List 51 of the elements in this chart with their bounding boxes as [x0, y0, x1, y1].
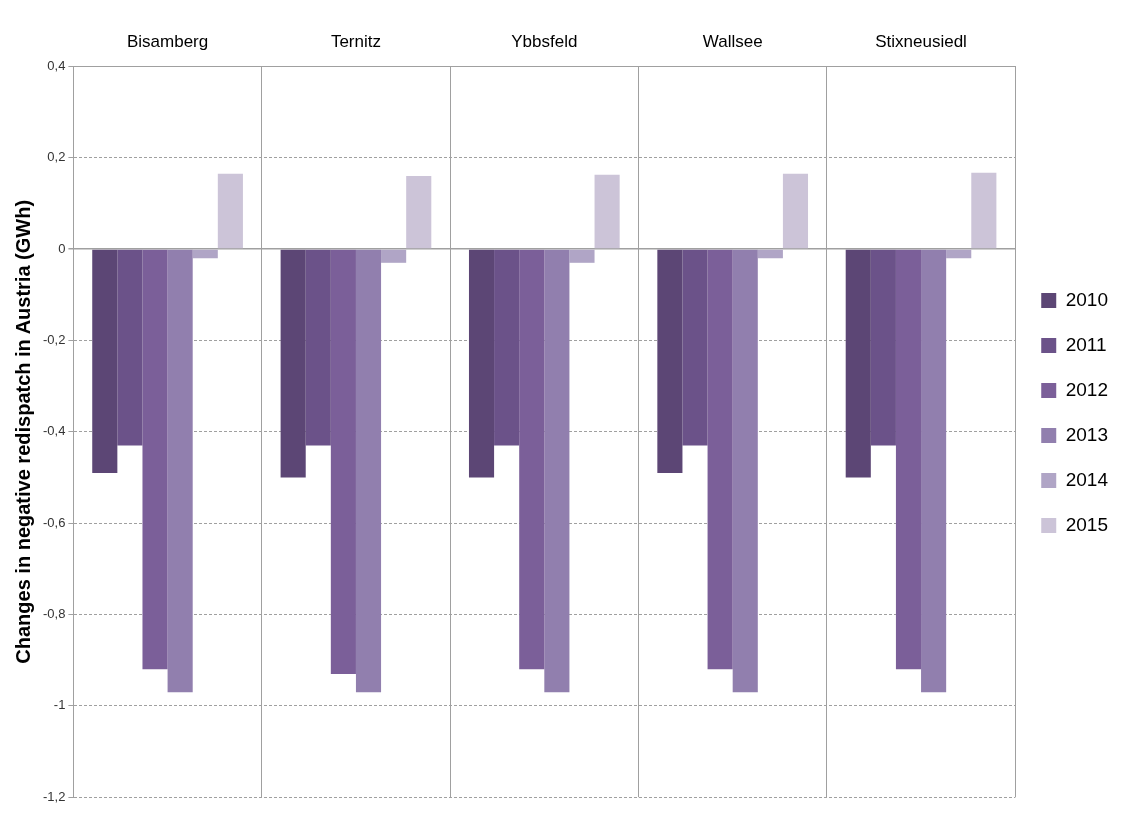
x-tick-label: Ternitz [330, 31, 381, 51]
x-tick-label: Stixneusiedl [875, 31, 967, 51]
y-tick-label: 0 [58, 240, 66, 256]
bar [381, 249, 407, 263]
bar [594, 174, 620, 249]
bar [494, 249, 520, 446]
bar [657, 249, 683, 473]
bar [757, 249, 783, 259]
x-tick-label: Wallsee [702, 31, 763, 51]
bar [355, 249, 382, 693]
bar [280, 249, 306, 478]
legend-label: 2011 [1065, 333, 1107, 355]
bar [569, 249, 595, 263]
bar [305, 249, 331, 446]
bar [921, 249, 947, 693]
y-tick-label: -0,8 [42, 606, 66, 622]
y-tick-label: -0,6 [42, 514, 66, 530]
legend-label: 2015 [1065, 513, 1109, 535]
legend-label: 2014 [1065, 468, 1109, 490]
bar [92, 249, 118, 473]
y-tick-label: 0,4 [47, 57, 66, 73]
y-tick-label: -0,4 [42, 423, 66, 439]
bar [682, 249, 708, 446]
bar [468, 249, 495, 478]
bar [330, 249, 356, 674]
bar [707, 249, 733, 670]
y-tick-label: -1 [53, 697, 66, 713]
bar [971, 172, 997, 249]
bar [217, 173, 243, 249]
bar [406, 176, 432, 249]
bar [870, 249, 896, 446]
x-tick-label: Ybbsfeld [511, 31, 578, 51]
bar [519, 249, 545, 670]
y-axis-title: Changes in negative redispatch in Austria (GWh) [11, 199, 34, 664]
legend-label: 2012 [1065, 378, 1109, 400]
bar [946, 249, 972, 259]
bar [895, 249, 922, 670]
bar [142, 249, 168, 670]
y-tick-label: -0,2 [42, 332, 66, 348]
bar [782, 173, 809, 249]
bar [192, 249, 218, 259]
y-tick-label: -1,2 [42, 788, 66, 804]
y-tick-label: 0,2 [47, 149, 66, 165]
legend-label: 2010 [1065, 288, 1109, 310]
x-tick-label: Bisamberg [126, 31, 209, 51]
bar [845, 249, 871, 478]
bar [732, 249, 758, 693]
bar [117, 249, 143, 446]
bar [544, 249, 570, 693]
legend-label: 2013 [1065, 423, 1109, 445]
bar [167, 249, 193, 693]
